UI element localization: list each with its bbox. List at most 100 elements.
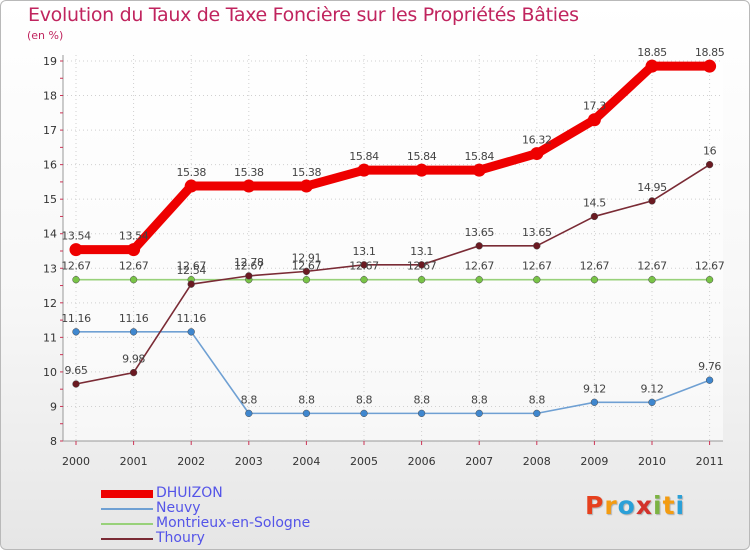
x-tick-label: 2000 bbox=[62, 455, 90, 468]
data-point bbox=[475, 276, 483, 284]
data-label: 16 bbox=[703, 145, 717, 158]
data-point bbox=[590, 398, 599, 406]
data-point bbox=[417, 409, 426, 418]
data-point bbox=[187, 280, 195, 288]
data-point bbox=[187, 328, 195, 336]
data-point bbox=[184, 179, 198, 193]
data-label: 12.67 bbox=[234, 260, 264, 273]
data-label: 13.54 bbox=[61, 230, 91, 243]
legend-label-dhuizon: DHUIZON bbox=[156, 485, 223, 501]
data-label: 14.5 bbox=[583, 196, 606, 209]
plot-area bbox=[63, 55, 723, 441]
y-tick-label: 16 bbox=[43, 159, 57, 172]
data-point bbox=[705, 276, 714, 284]
data-point bbox=[69, 243, 83, 257]
data-label: 12.67 bbox=[61, 260, 91, 273]
data-label: 12.54 bbox=[176, 264, 206, 277]
x-tick-label: 2003 bbox=[235, 455, 263, 468]
data-point bbox=[245, 409, 253, 418]
legend: DHUIZON Neuvy Montrieux-en-Sologne Thour… bbox=[101, 485, 361, 546]
data-label: 8.8 bbox=[529, 393, 546, 406]
data-label: 12.91 bbox=[292, 251, 322, 264]
data-point bbox=[360, 409, 368, 418]
series-line-dhuizon bbox=[71, 61, 715, 255]
data-point bbox=[533, 276, 541, 284]
y-tick-label: 11 bbox=[43, 331, 57, 344]
x-tick-label: 2005 bbox=[350, 455, 378, 468]
data-point bbox=[242, 179, 256, 193]
legend-item-thoury: Thoury bbox=[101, 530, 361, 546]
data-point bbox=[129, 276, 138, 284]
logo-letter: x bbox=[635, 491, 653, 520]
data-point bbox=[129, 368, 138, 377]
legend-swatch-montrieux bbox=[101, 522, 153, 525]
data-point bbox=[302, 267, 311, 276]
x-tick-label: 2010 bbox=[638, 455, 666, 468]
logo-letter: i bbox=[675, 491, 686, 520]
data-point bbox=[72, 380, 80, 388]
data-point bbox=[475, 242, 483, 250]
y-tick-label: 13 bbox=[43, 262, 57, 275]
data-point bbox=[530, 147, 544, 161]
series-line-neuvy bbox=[75, 331, 711, 415]
y-tick-label: 8 bbox=[50, 435, 57, 448]
legend-item-neuvy: Neuvy bbox=[101, 500, 361, 516]
data-point bbox=[648, 398, 656, 406]
y-tick-label: 12 bbox=[43, 297, 57, 310]
data-label: 15.84 bbox=[349, 150, 379, 163]
data-point bbox=[648, 276, 656, 284]
data-label: 11.16 bbox=[119, 312, 149, 325]
data-label: 13.65 bbox=[464, 226, 494, 239]
x-tick-label: 2004 bbox=[292, 455, 320, 468]
data-point bbox=[72, 276, 80, 284]
data-label: 9.12 bbox=[641, 382, 664, 395]
data-label: 12.78 bbox=[234, 256, 264, 269]
y-tick-label: 9 bbox=[50, 400, 57, 413]
data-label: 15.84 bbox=[407, 150, 437, 163]
data-label: 12.67 bbox=[637, 260, 667, 273]
data-point bbox=[533, 409, 541, 418]
data-label: 12.67 bbox=[522, 260, 552, 273]
data-label: 13.54 bbox=[119, 230, 149, 243]
data-point bbox=[472, 163, 486, 177]
data-label: 9.98 bbox=[122, 353, 145, 366]
data-point bbox=[475, 409, 483, 418]
data-point bbox=[302, 409, 311, 418]
data-point bbox=[590, 212, 599, 221]
data-point bbox=[587, 113, 601, 127]
data-label: 9.65 bbox=[65, 364, 88, 377]
legend-item-montrieux: Montrieux-en-Sologne bbox=[101, 515, 361, 531]
y-tick-label: 14 bbox=[43, 228, 57, 241]
data-label: 12.67 bbox=[349, 260, 379, 273]
y-tick-label: 19 bbox=[43, 55, 57, 68]
data-label: 12.67 bbox=[292, 260, 322, 273]
chart-title: Evolution du Taux de Taxe Foncière sur l… bbox=[28, 4, 579, 26]
data-label: 11.16 bbox=[61, 312, 91, 325]
data-label: 17.3 bbox=[583, 100, 606, 113]
data-point bbox=[590, 276, 599, 284]
y-tick-label: 18 bbox=[43, 90, 57, 103]
data-point bbox=[703, 59, 717, 73]
logo-letter: P bbox=[585, 491, 605, 520]
data-point bbox=[648, 197, 656, 205]
legend-label-montrieux: Montrieux-en-Sologne bbox=[156, 515, 311, 531]
legend-swatch-thoury bbox=[101, 537, 153, 540]
data-point bbox=[360, 276, 368, 284]
data-label: 18.85 bbox=[637, 46, 667, 59]
x-tick-label: 2009 bbox=[580, 455, 608, 468]
legend-label-thoury: Thoury bbox=[156, 530, 205, 546]
unit-label: (en %) bbox=[27, 29, 64, 42]
data-label: 15.38 bbox=[292, 166, 322, 179]
x-tick-label: 2011 bbox=[696, 455, 724, 468]
x-tick-label: 2006 bbox=[408, 455, 436, 468]
data-point bbox=[129, 328, 138, 336]
x-tick-label: 2007 bbox=[465, 455, 493, 468]
data-point bbox=[127, 243, 141, 257]
data-label: 12.67 bbox=[407, 260, 437, 273]
data-label: 13.1 bbox=[410, 245, 433, 258]
data-label: 15.84 bbox=[464, 150, 494, 163]
data-label: 16.32 bbox=[522, 134, 552, 147]
data-point bbox=[299, 179, 313, 193]
data-label: 13.65 bbox=[522, 226, 552, 239]
